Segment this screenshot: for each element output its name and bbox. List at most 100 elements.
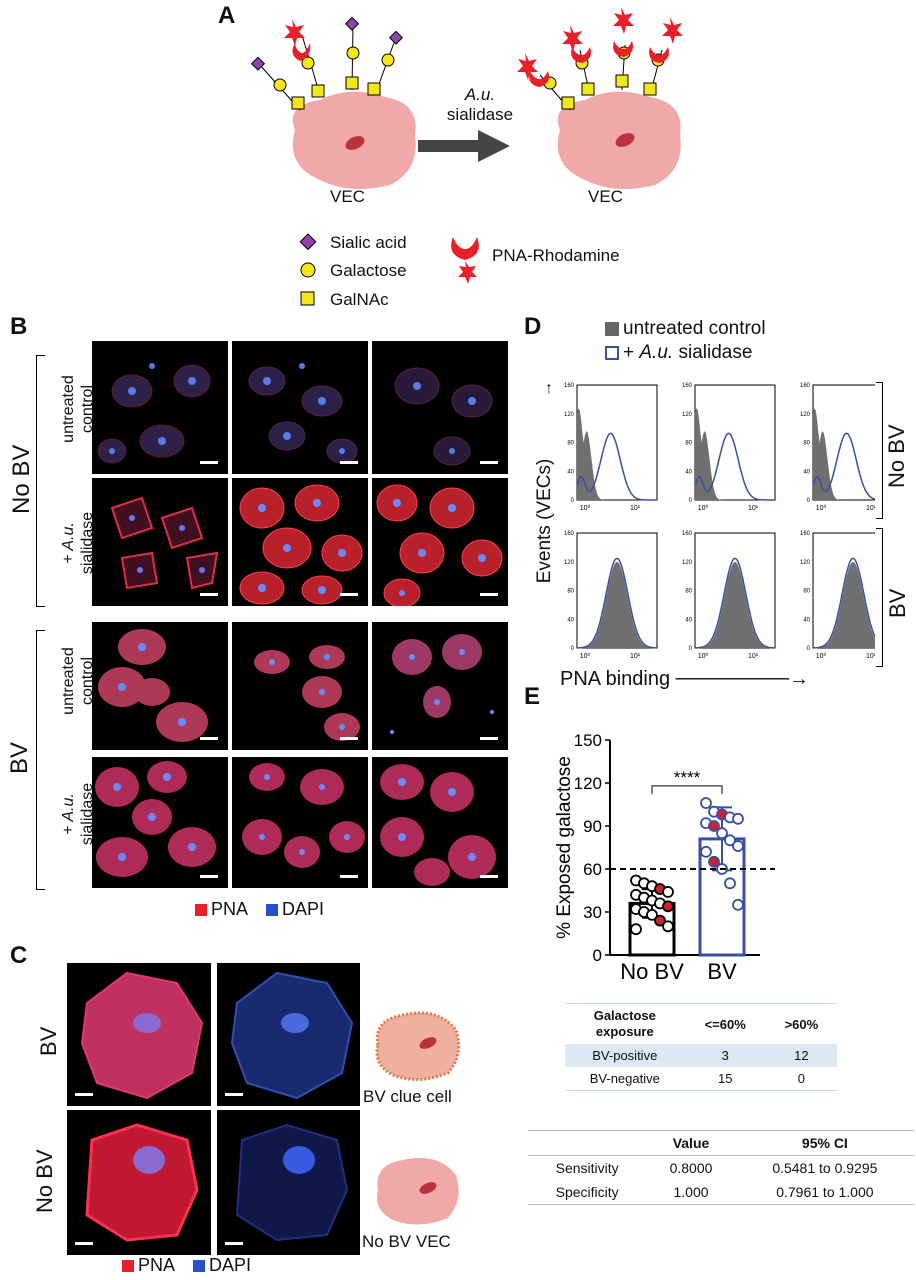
untreated-histogram [695, 408, 775, 500]
legend-sialidase: + A.u. sialidase [605, 341, 766, 365]
group-label-no-bv: No BV [8, 444, 35, 514]
xtick-label: 10⁰ [698, 652, 709, 660]
panel-c-row-no-bv: No BV [32, 1149, 57, 1213]
ytick-label: 0 [807, 646, 811, 652]
data-point [700, 845, 712, 858]
ytick-label: 160 [682, 531, 693, 537]
ytick-label: 0 [689, 646, 693, 652]
panel-b-legend: PNA DAPI [195, 899, 324, 920]
micrograph-bv-untreated-2 [232, 622, 368, 750]
stats-row-value: 0.8000 [669, 1160, 713, 1176]
xtick-label: 10¹ [866, 653, 875, 660]
micrograph-bv-untreated-1 [92, 622, 228, 750]
y-tick-label: 150 [574, 731, 602, 750]
pna-swatch [195, 904, 207, 917]
legend-sialic-acid: Sialic acid [330, 233, 407, 252]
untreated-histogram [577, 561, 657, 648]
bracket-bv [36, 630, 45, 890]
data-point [662, 920, 674, 933]
histogram-bv-2: 0 40 80 120 160 10⁰ 10¹ [682, 531, 776, 660]
micrograph-bv-sialidase-2 [232, 757, 368, 888]
scale-bar [225, 1242, 243, 1245]
table-row: Sensitivity 0.8000 0.5481 to 0.9295 [528, 1156, 914, 1181]
y-tick-label: 30 [583, 903, 602, 922]
legend-pna-rhodamine: PNA-Rhodamine [492, 246, 620, 265]
legend-untreated-label: untreated control [623, 318, 766, 339]
vec-label-left: VEC [330, 187, 365, 206]
legend-galactose: Galactose [330, 261, 407, 280]
pna-rhodamine-icon [451, 237, 479, 284]
ytick-label: 120 [682, 560, 693, 566]
ytick-label: 40 [803, 469, 810, 475]
ytick-label: 120 [682, 412, 693, 418]
ytick-label: 80 [803, 441, 810, 447]
arrow-label-italic: A.u. [464, 85, 496, 104]
galactose-table-header-b: >60% [784, 1016, 819, 1032]
flow-histograms: 0 40 80 120 160 10⁰ 10¹ 0 40 80 120 160 10⁰ 10¹ 0 40 80 1… [564, 383, 875, 660]
ytick-label: 40 [685, 617, 692, 623]
clue-cell-drawing [375, 1011, 461, 1081]
panel-b-letter: B [10, 313, 28, 340]
data-point [716, 827, 728, 840]
sialidase-histogram [813, 557, 875, 649]
micrograph-bv-sialidase-1 [92, 757, 228, 888]
sialidase-histogram [695, 557, 775, 649]
micrograph-bv-sialidase-3 [372, 757, 508, 888]
stats-header-blank [528, 1131, 646, 1156]
untreated-swatch [605, 321, 619, 336]
sialidase-histogram [577, 557, 657, 649]
xtick-label: 10⁰ [816, 504, 827, 512]
data-point [662, 886, 674, 898]
data-point [630, 923, 642, 936]
data-point [700, 797, 712, 809]
panel-d-group-bv: BV [885, 588, 910, 618]
xtick-label: 10⁰ [580, 652, 591, 660]
panel-d-xarrow: ────────→ [670, 668, 809, 690]
legend-sialidase-italic: A.u. [639, 342, 674, 363]
galactose-header-line-2: exposure [595, 1024, 654, 1039]
ytick-label: 80 [567, 441, 574, 447]
scale-bar [75, 1093, 93, 1096]
panel-c-legend: PNA DAPI [122, 1255, 251, 1276]
panel-d-bracket-bv [876, 528, 883, 667]
scale-bar [200, 737, 218, 740]
arrow-shaft [418, 140, 478, 152]
untreated-histogram [813, 408, 875, 500]
ytick-label: 160 [800, 383, 811, 389]
ytick-label: 160 [682, 383, 693, 389]
table-row: BV-negative 15 0 [565, 1067, 837, 1091]
untreated-histogram [695, 561, 775, 648]
stats-row-label: Specificity [555, 1184, 619, 1200]
micrograph-nobv-sialidase-1 [92, 478, 228, 606]
galactose-row-b: 0 [797, 1071, 806, 1086]
y-tick-label: 60 [583, 860, 602, 879]
data-point [646, 908, 658, 921]
panel-e-letter: E [524, 683, 541, 710]
scale-bar [340, 737, 358, 740]
scale-bar [480, 875, 498, 878]
scale-bar [200, 875, 218, 878]
row-label-sialidase-2-a: + A.u. [60, 793, 77, 835]
ytick-label: 80 [685, 441, 692, 447]
ytick-label: 40 [803, 617, 810, 623]
sialidase-histogram [694, 432, 775, 501]
table-row: BV-positive 3 12 [565, 1044, 837, 1067]
data-point [724, 834, 736, 847]
arrow-label: A.u. sialidase [440, 85, 520, 125]
galactose-row-label: BV-negative [589, 1071, 660, 1086]
sialidase-histogram [576, 432, 657, 501]
panel-d-bracket-nobv [876, 382, 883, 519]
untreated-histogram [813, 561, 875, 648]
right-nucleus [615, 133, 635, 147]
xtick-label: 10⁰ [816, 652, 827, 660]
panel-c-legend-dapi: DAPI [209, 1255, 252, 1275]
ytick-label: 80 [567, 589, 574, 595]
galactose-row-b: 12 [794, 1048, 809, 1063]
stats-row-label: Sensitivity [555, 1160, 619, 1176]
panel-c-row-bv: BV [36, 1026, 61, 1056]
legend-sialidase-prefix: + [623, 342, 640, 363]
ytick-label: 160 [564, 383, 575, 389]
sialidase-histogram [812, 432, 875, 500]
arrow-head [478, 130, 510, 162]
ytick-label: 80 [803, 589, 810, 595]
